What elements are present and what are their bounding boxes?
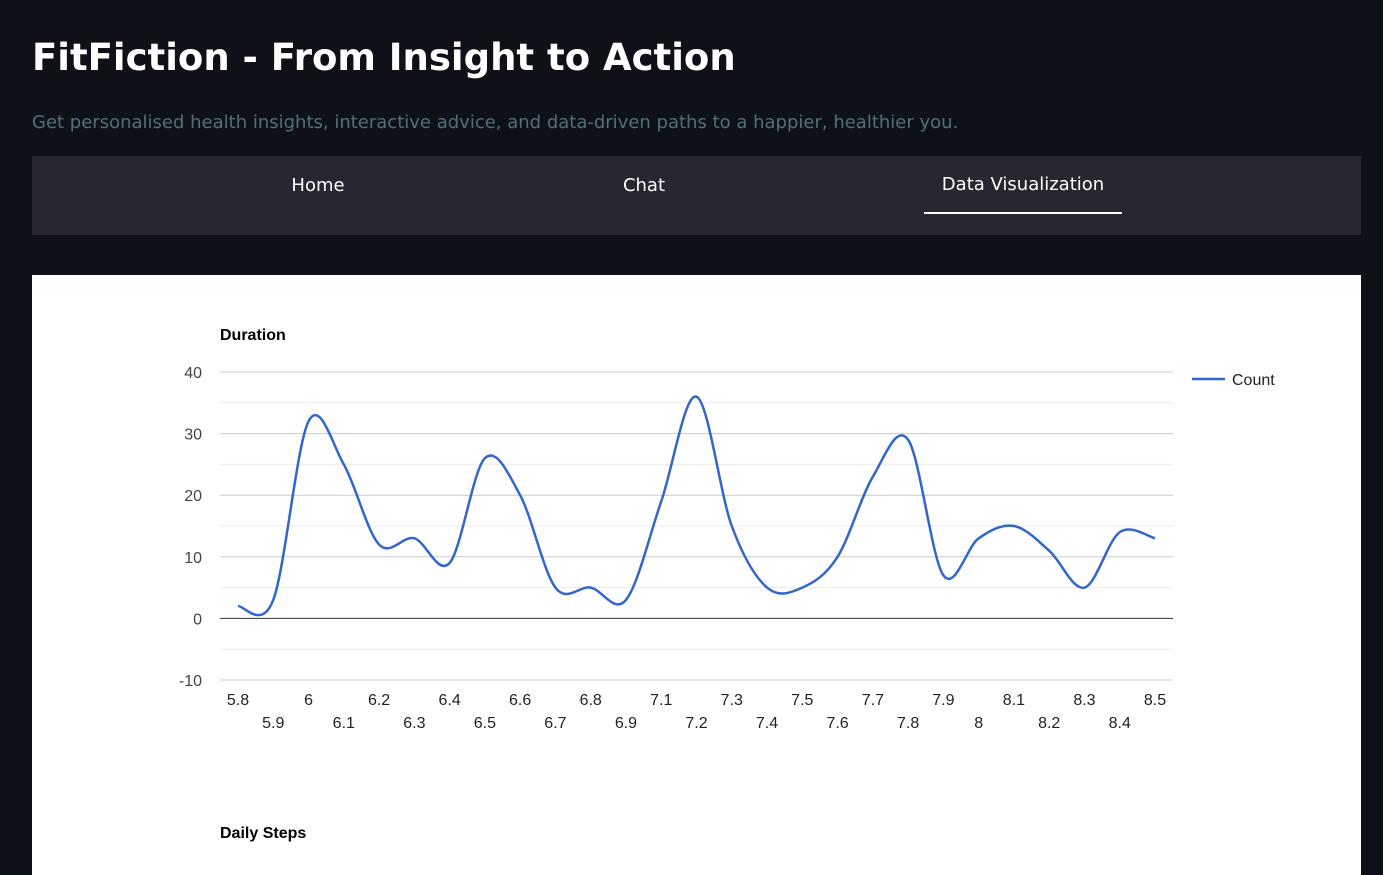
app-subtitle: Get personalised health insights, intera…: [32, 112, 959, 133]
x-tick-label: 6.1: [333, 715, 355, 732]
x-tick-label: 8.4: [1109, 715, 1131, 732]
series-line-count: [237, 395, 1156, 617]
duration-chart-title: Duration: [220, 327, 286, 344]
x-tick-label: 6.6: [509, 692, 531, 709]
x-tick-label: 6.8: [580, 692, 602, 709]
duration-chart: Duration -10 0 10 20 30 40 5.8 5.9 6 6.1 6.2 6.3 6.4…: [179, 327, 1275, 732]
x-tick-label: 6.7: [544, 715, 566, 732]
chart-panel: Duration -10 0 10 20 30 40 5.8 5.9 6 6.1 6.2 6.3 6.4…: [32, 275, 1361, 875]
x-tick-label: 6.9: [615, 715, 637, 732]
x-tick-label: 7.4: [756, 715, 778, 732]
app-title: FitFiction - From Insight to Action: [32, 36, 736, 79]
y-tick-label: 10: [184, 550, 202, 567]
x-tick-label: 7.1: [650, 692, 672, 709]
x-tick-label: 7.5: [791, 692, 813, 709]
x-tick-label: 7.8: [897, 715, 919, 732]
x-tick-label: 8.3: [1073, 692, 1095, 709]
tab-chat[interactable]: Chat: [622, 174, 666, 196]
x-tick-label: 5.8: [227, 692, 249, 709]
daily-steps-chart-title: Daily Steps: [220, 825, 307, 842]
x-tick-label: 6.2: [368, 692, 390, 709]
x-tick-label: 7.6: [826, 715, 848, 732]
x-tick-label: 8.1: [1003, 692, 1025, 709]
nav-bar: Home Chat Data Visualization: [32, 156, 1361, 235]
x-tick-label: 7.7: [862, 692, 884, 709]
y-tick-label: 0: [193, 611, 202, 628]
x-tick-label: 6.3: [403, 715, 425, 732]
y-tick-label: 40: [184, 365, 202, 382]
tab-home[interactable]: Home: [291, 174, 345, 196]
tab-data-visualization[interactable]: Data Visualization: [924, 156, 1122, 214]
x-tick-label: 8.2: [1038, 715, 1060, 732]
y-tick-label: 30: [184, 427, 202, 444]
chart-legend: Count: [1192, 372, 1275, 389]
x-tick-label: 8.5: [1144, 692, 1166, 709]
x-tick-label: 6.4: [438, 692, 460, 709]
x-tick-label: 5.9: [262, 715, 284, 732]
x-tick-label: 7.2: [685, 715, 707, 732]
x-tick-label: 6: [304, 692, 313, 709]
legend-label-count: Count: [1232, 372, 1275, 389]
x-tick-label: 6.5: [474, 715, 496, 732]
y-tick-label: 20: [184, 488, 202, 505]
y-tick-label: -10: [179, 673, 202, 690]
x-tick-label: 7.3: [721, 692, 743, 709]
x-tick-label: 7.9: [932, 692, 954, 709]
x-tick-label: 8: [974, 715, 983, 732]
